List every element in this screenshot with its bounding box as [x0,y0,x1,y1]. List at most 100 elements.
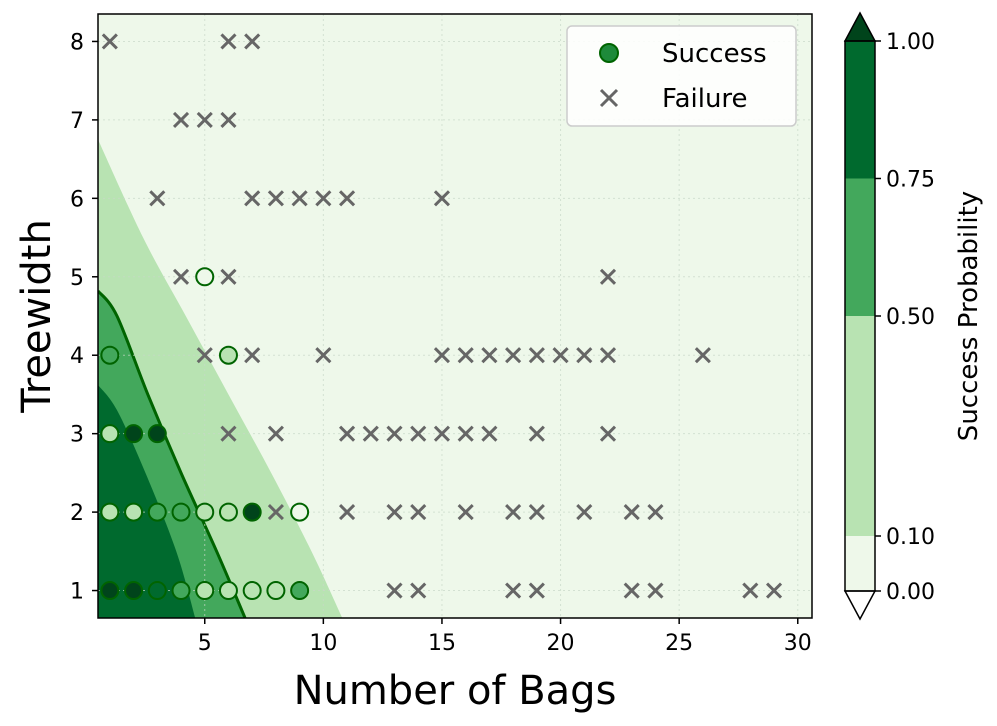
colorbar-extend-top [843,11,877,42]
failure-point [433,425,451,442]
success-point [171,502,191,522]
failure-point [457,347,474,364]
y-axis: 1 2 3 4 5 6 7 8 [70,30,98,605]
failure-point [528,425,545,442]
x-tick-label: 5 [198,631,212,656]
failure-point [576,504,593,521]
success-point [266,581,286,601]
failure-point [552,347,569,364]
colorbar-tick-label: 0.75 [886,168,935,193]
failure-point [599,347,617,364]
failure-point [765,582,783,599]
failure-point [267,425,284,442]
failure-point [528,582,545,599]
failure-point [599,268,617,285]
success-point [242,502,262,522]
failure-point [101,33,118,50]
failure-point [528,347,545,364]
colorbar-segment [845,536,875,591]
legend-label: Success [662,39,767,69]
success-point [100,502,120,522]
y-tick-label: 3 [70,423,84,448]
failure-point [481,425,498,442]
failure-point [457,425,474,442]
failure-point [623,504,640,521]
failure-point [742,582,759,599]
failure-point [647,582,664,599]
x-tick-label: 20 [547,631,575,656]
failure-point [410,504,427,521]
failure-point [433,190,451,207]
success-point [171,581,191,601]
y-tick-label: 8 [70,30,84,55]
contour-band-0.75 [98,385,196,618]
success-point [242,581,262,601]
y-tick-label: 7 [70,109,84,134]
colorbar-tick-label: 0.00 [886,580,935,605]
failure-point [599,425,617,442]
failure-point [457,504,474,521]
colorbar-tick-label: 0.10 [886,525,935,550]
failure-point [149,190,166,207]
failure-point [220,425,237,442]
points-layer [100,33,783,601]
failure-point [172,268,190,285]
failure-point [339,504,356,521]
success-point [218,345,238,365]
y-axis-title: Treewidth [14,219,60,414]
success-point [147,581,167,601]
failure-point [647,504,664,521]
legend-label: Failure [662,84,748,114]
failure-point [505,582,522,599]
colorbar-tick-label: 1.00 [886,30,935,55]
failure-point [576,347,593,364]
failure-point [244,347,261,364]
failure-point [196,347,213,364]
failure-point [267,504,284,521]
failure-point [623,582,640,599]
failure-point [433,347,451,364]
x-tick-label: 15 [428,631,456,656]
success-point [195,502,215,522]
failure-point [196,111,213,128]
success-point [195,581,215,601]
success-point [195,267,215,287]
x-axis: 5 10 15 20 25 30 [198,618,812,656]
y-tick-label: 2 [70,501,84,526]
colorbar: 0.00 0.10 0.50 0.75 1.00 [843,11,935,621]
contour-layer [98,139,343,618]
success-point [218,502,238,522]
success-point [100,345,120,365]
success-point [124,424,144,444]
legend-success-marker [599,43,619,63]
failure-point [339,190,356,207]
success-point [100,581,120,601]
x-tick-label: 25 [665,631,693,656]
colorbar-tick-label: 0.50 [886,305,935,330]
failure-point [315,190,332,207]
legend-box [566,25,797,127]
failure-point [386,504,403,521]
failure-point [410,425,427,442]
success-point [147,424,167,444]
colorbar-segment [845,316,875,536]
x-tick-label: 10 [309,631,337,656]
success-point [218,581,238,601]
colorbar-extend-bottom [843,590,877,621]
failure-point [172,111,190,128]
failure-point [220,33,237,50]
failure-point [386,582,403,599]
failure-point [386,425,403,442]
failure-point [267,190,284,207]
failure-point [220,111,237,128]
y-tick-label: 1 [70,580,84,605]
failure-point [410,582,427,599]
failure-point [339,425,356,442]
failure-point [505,504,522,521]
failure-point [528,504,545,521]
x-axis-title: Number of Bags [294,668,617,714]
y-tick-label: 6 [70,187,84,212]
failure-point [220,268,237,285]
success-point [124,502,144,522]
